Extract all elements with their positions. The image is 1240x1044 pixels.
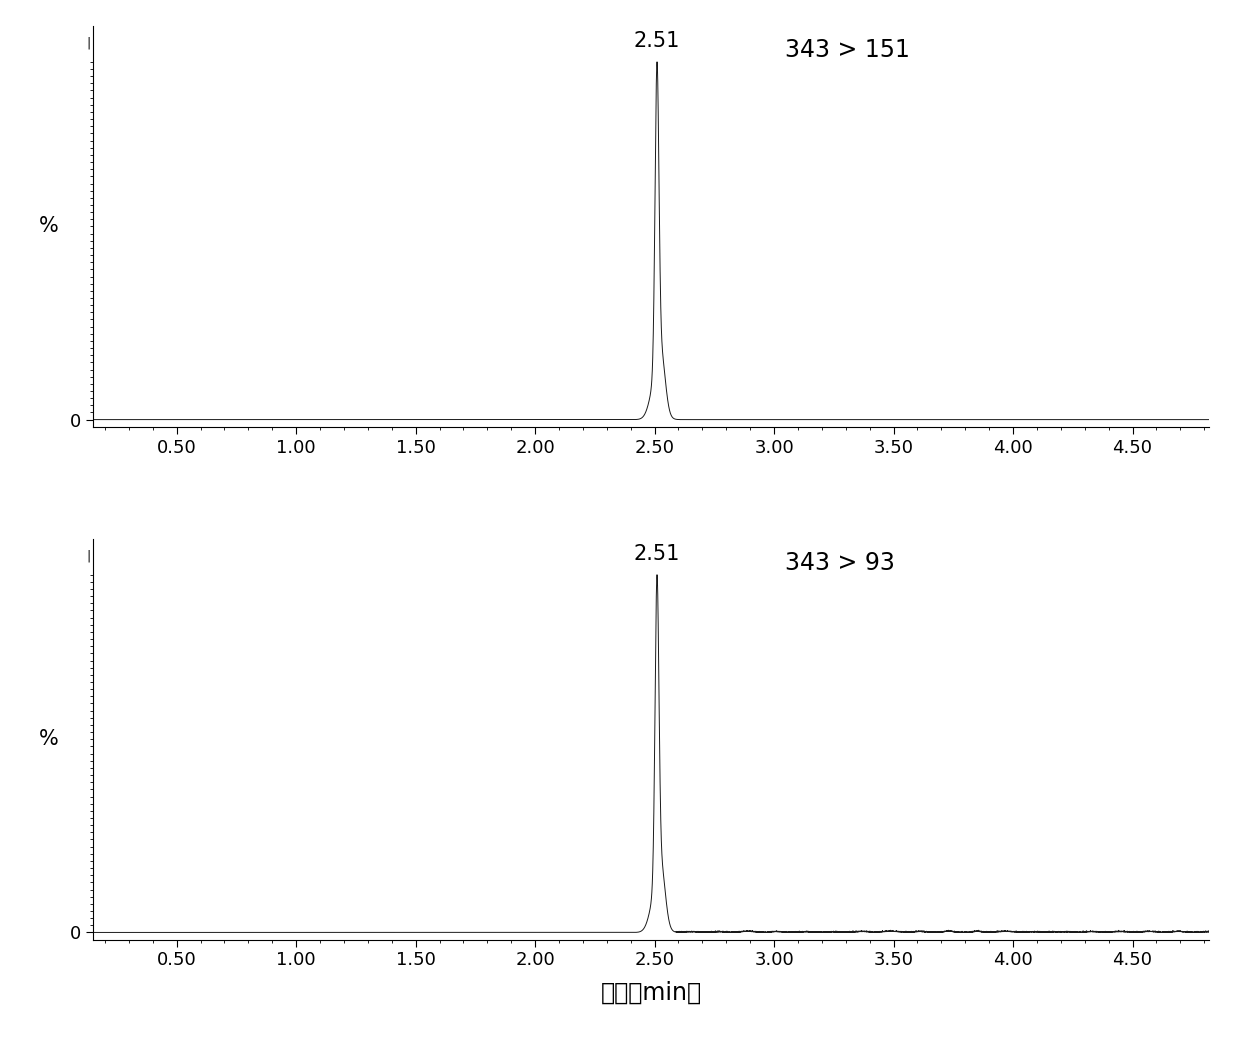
- X-axis label: 时间（min）: 时间（min）: [600, 980, 702, 1004]
- Text: |: |: [87, 550, 91, 563]
- Text: 2.51: 2.51: [634, 544, 681, 564]
- Text: 343 > 93: 343 > 93: [785, 551, 895, 575]
- Text: 343 > 151: 343 > 151: [785, 39, 910, 63]
- Y-axis label: %: %: [38, 730, 58, 750]
- Text: 2.51: 2.51: [634, 31, 681, 51]
- Y-axis label: %: %: [38, 216, 58, 236]
- Text: |: |: [87, 37, 91, 50]
